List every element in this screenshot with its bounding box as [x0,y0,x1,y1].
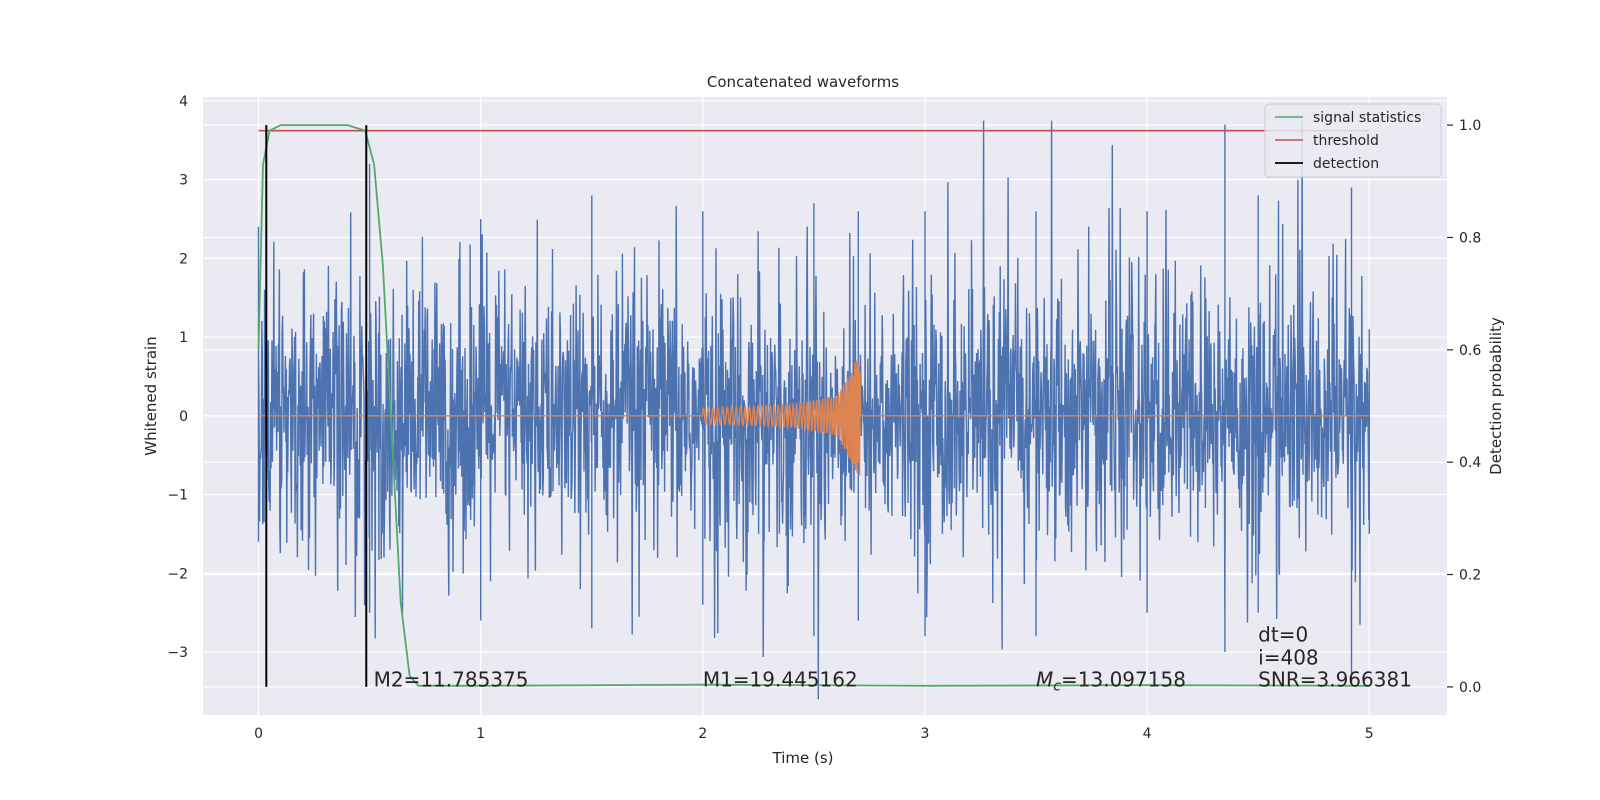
y-axis-label: Whitened strain [142,336,160,455]
legend: signal statistics threshold detection [1264,103,1442,178]
y-axis-ticks: −3 −2 −1 0 1 2 3 4 [167,94,188,661]
legend-label-detection: detection [1313,156,1379,172]
y2-tick-label: 0.6 [1459,343,1481,359]
annotation-text: SNR=3.966381 [1258,668,1412,692]
annotations: M2=11.785375 M1=19.445162 Mc=13.097158 dt=0… [374,623,1412,695]
y-tick-label: 4 [179,94,188,110]
y2-axis-label: Detection probability [1487,317,1505,475]
annotation-text: Mc=13.097158 [1036,668,1186,695]
annotation-text: i=408 [1258,646,1319,670]
y-tick-label: −2 [167,566,188,582]
detection-series [265,125,368,687]
y-tick-label: −1 [167,488,188,504]
chirp-series [258,359,1370,476]
y2-tick-label: 0.8 [1459,230,1481,246]
y-tick-label: 0 [179,409,188,425]
annotation-text: M1=19.445162 [703,668,858,692]
y-tick-label: −3 [167,645,188,661]
y2-tick-label: 0.4 [1459,455,1481,471]
chart-title: Concatenated waveforms [707,73,899,91]
y-tick-label: 2 [179,251,188,267]
legend-label-threshold: threshold [1313,133,1379,149]
signal-statistics-series [257,124,1370,687]
y2-tick-label: 0.0 [1459,680,1481,696]
x-axis-label: Time (s) [772,749,834,767]
y2-tick-label: 0.2 [1459,568,1481,584]
x-axis-ticks: 0 1 2 3 4 5 [254,726,1374,742]
annotation-text: M2=11.785375 [374,668,529,692]
x-tick-label: 5 [1365,726,1374,742]
x-tick-label: 2 [698,726,707,742]
y2-tick-label: 1.0 [1459,118,1481,134]
x-tick-label: 3 [921,726,930,742]
x-tick-label: 1 [476,726,485,742]
legend-box [1264,103,1442,178]
chirp-line [258,359,1370,476]
y2-axis-ticks: 0.0 0.2 0.4 0.6 0.8 1.0 [1447,118,1481,696]
annotation-text: dt=0 [1258,623,1308,647]
legend-label-signal-statistics: signal statistics [1313,110,1421,126]
x-tick-label: 4 [1143,726,1152,742]
grid-lines-right [203,124,1447,688]
y-tick-label: 1 [179,330,188,346]
signal-statistics-line [257,124,1370,687]
y-tick-label: 3 [179,173,188,189]
x-tick-label: 0 [254,726,263,742]
